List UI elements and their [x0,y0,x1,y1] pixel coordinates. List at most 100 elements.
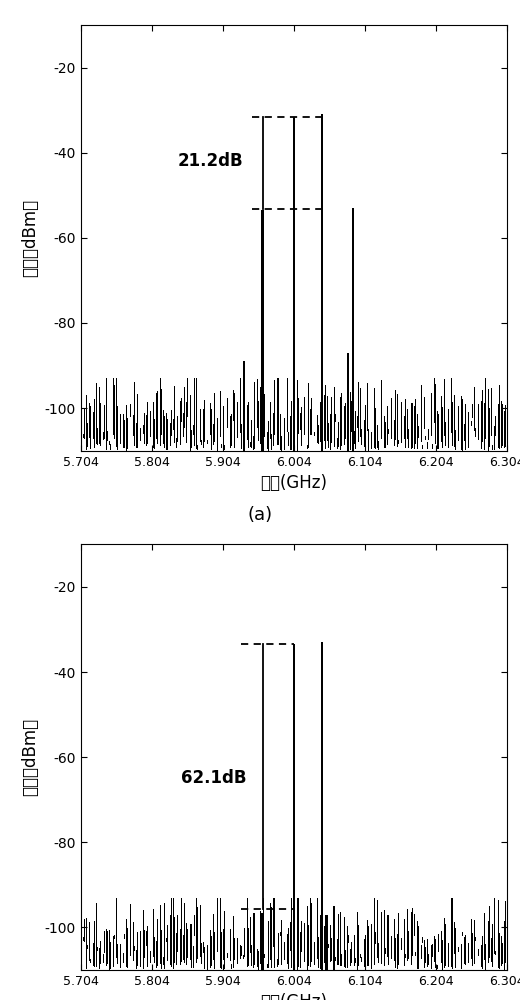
Bar [263,898,264,970]
Bar [341,954,342,966]
Bar [465,404,466,450]
Bar [340,912,341,966]
Bar [204,947,205,969]
Bar [236,921,237,967]
Bar [385,422,386,448]
Bar [291,401,292,450]
Bar [358,925,359,966]
Bar [478,949,479,956]
Bar [178,411,179,442]
Bar [164,903,165,969]
Bar [203,409,204,448]
Bar [140,931,141,967]
Bar [220,391,221,437]
Bar [484,913,485,960]
Bar [181,898,182,962]
Bar [364,420,365,447]
Bar [438,934,439,952]
Bar [327,396,328,441]
Bar [120,944,121,968]
Bar [506,391,508,447]
Bar [110,444,111,450]
Bar [471,421,472,426]
Bar [371,924,372,969]
Bar [83,434,84,438]
Bar [447,902,448,960]
Bar [127,928,128,968]
Bar [451,898,452,967]
Bar [159,910,160,970]
Bar [348,935,349,943]
Bar [207,440,208,444]
Bar [411,912,412,965]
Bar [136,950,137,969]
Bar [287,378,288,432]
Bar [163,957,164,965]
Bar [421,945,422,959]
Bar [280,932,281,936]
Bar [270,903,271,960]
Bar [348,417,349,450]
Bar [458,406,459,441]
Bar [168,385,170,449]
Bar [191,430,192,448]
Bar [253,913,254,968]
Bar [100,941,101,964]
Bar [380,964,381,969]
Bar [120,414,121,444]
Bar [330,925,331,962]
Bar [281,920,282,965]
Bar [278,378,279,445]
Bar [301,921,302,952]
Bar [367,383,368,431]
Bar [347,353,349,451]
Bar [300,932,301,968]
Bar [502,404,503,446]
Bar [352,208,354,451]
Bar [230,416,231,448]
Bar [378,441,379,450]
Bar [417,414,418,449]
Bar [408,931,409,959]
Bar [174,386,175,443]
Bar [257,949,258,967]
Bar [367,920,368,966]
Bar [294,924,295,962]
Bar [318,425,319,444]
Bar [151,955,152,959]
Bar [168,939,170,969]
Bar [345,950,346,968]
Bar [124,420,125,448]
Bar [228,411,229,430]
Bar [441,931,442,963]
Bar [330,414,331,450]
Bar [201,440,202,445]
Bar [194,915,195,936]
Bar [270,402,271,439]
Bar [247,405,248,440]
Bar [364,939,365,967]
Bar [236,423,237,427]
Bar [434,936,435,962]
Bar [90,959,91,963]
Bar [92,408,93,444]
Bar [214,393,215,442]
Bar [290,922,291,951]
Bar [404,919,405,966]
Bar [428,429,429,440]
Bar [114,935,115,939]
Bar [197,445,198,450]
Bar [501,936,502,966]
Bar [180,929,181,965]
Bar [284,418,285,450]
X-axis label: 频率(GHz): 频率(GHz) [261,993,327,1000]
Bar [415,952,416,956]
Bar [103,432,104,440]
Bar [421,385,422,442]
Bar [307,906,308,970]
Bar [439,960,440,965]
Bar [93,412,94,439]
Bar [388,429,389,434]
Bar [495,416,496,436]
Bar [351,401,352,432]
